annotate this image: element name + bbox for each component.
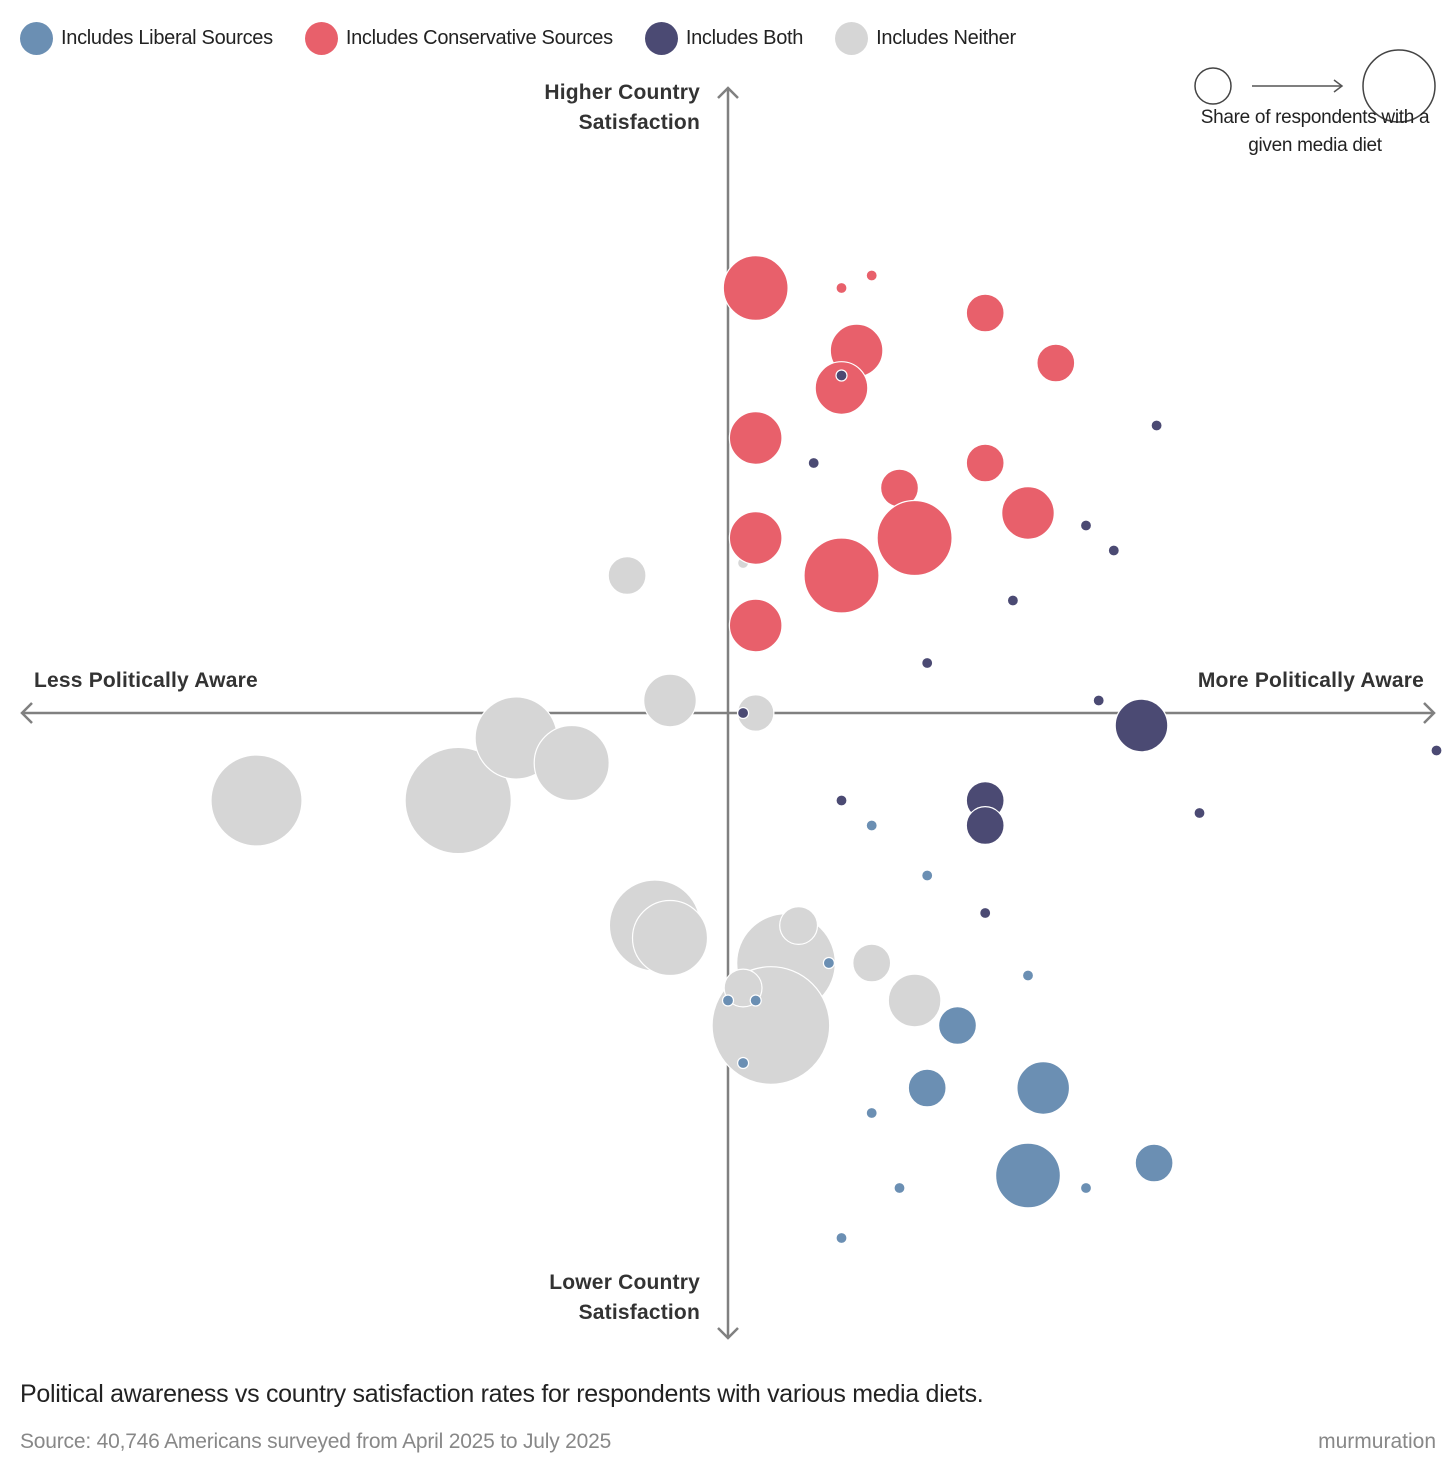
bubble-liberal-1[interactable] — [921, 869, 934, 882]
bubble-liberal-6[interactable] — [937, 1005, 977, 1045]
bubble-conservative-13[interactable] — [803, 537, 880, 614]
bubble-conservative-14[interactable] — [728, 598, 783, 653]
x-axis-left-arrow — [20, 702, 33, 724]
bubble-both-10[interactable] — [1430, 744, 1443, 757]
legend-swatch-both — [644, 21, 678, 55]
bubble-neither-0[interactable] — [210, 754, 303, 847]
y-axis-bottom-arrow — [717, 1327, 739, 1340]
legend-label-conservative: Includes Conservative Sources — [345, 26, 613, 49]
bubble-liberal-9[interactable] — [1016, 1061, 1071, 1115]
legend-swatch-conservative — [304, 21, 338, 55]
legend-item-both[interactable]: Includes Both — [644, 21, 804, 55]
brand-logo-text: murmuration — [1318, 1430, 1436, 1453]
bubble-liberal-14[interactable] — [1079, 1181, 1093, 1195]
bubble-liberal-5[interactable] — [749, 994, 762, 1007]
bubble-both-3[interactable] — [1079, 519, 1093, 532]
legend-item-neither[interactable]: Includes Neither — [835, 21, 1016, 55]
legend-swatch-neither — [835, 21, 869, 55]
bubble-conservative-3[interactable] — [965, 293, 1005, 333]
bubble-neither-4[interactable] — [643, 673, 697, 728]
bubble-neither-1[interactable] — [404, 746, 512, 855]
bubble-neither-12[interactable] — [852, 943, 892, 983]
chart-points — [210, 255, 1443, 1245]
bubble-liberal-13[interactable] — [893, 1181, 906, 1195]
bubble-conservative-2[interactable] — [865, 269, 878, 282]
bubble-liberal-0[interactable] — [865, 819, 878, 832]
legend-label-neither: Includes Neither — [876, 26, 1016, 49]
bubble-liberal-2[interactable] — [822, 956, 836, 970]
bubble-both-9[interactable] — [736, 706, 750, 720]
legend-label-liberal: Includes Liberal Sources — [61, 26, 273, 49]
bubble-conservative-7[interactable] — [728, 411, 783, 465]
bubble-neither-5[interactable] — [607, 555, 647, 595]
bubble-both-2[interactable] — [807, 456, 820, 470]
bubble-liberal-15[interactable] — [835, 1231, 848, 1245]
bubble-neither-13[interactable] — [887, 973, 942, 1028]
legend-label-both: Includes Both — [685, 26, 804, 49]
bubble-liberal-12[interactable] — [994, 1142, 1061, 1209]
bubble-neither-3[interactable] — [533, 724, 610, 802]
size-legend-large-circle — [1362, 49, 1436, 123]
bubble-both-5[interactable] — [1006, 594, 1020, 607]
y-axis-top-label: Higher Country Satisfaction — [544, 81, 700, 134]
bubble-conservative-12[interactable] — [876, 499, 953, 577]
legend-item-conservative[interactable]: Includes Conservative Sources — [304, 21, 613, 55]
legend-swatch-liberal — [20, 21, 53, 55]
bubble-both-0[interactable] — [835, 369, 848, 382]
bubble-both-15[interactable] — [979, 906, 992, 920]
bubble-conservative-8[interactable] — [965, 443, 1005, 483]
bubble-liberal-8[interactable] — [907, 1068, 947, 1108]
bubble-conservative-0[interactable] — [722, 255, 789, 322]
size-legend — [1194, 49, 1436, 123]
bubble-liberal-7[interactable] — [736, 1056, 750, 1070]
bubble-both-8[interactable] — [1114, 698, 1169, 753]
size-legend-small-circle — [1194, 67, 1232, 105]
bubble-conservative-5[interactable] — [1036, 343, 1076, 383]
size-legend-note: Share of respondents with a given media … — [1200, 107, 1430, 156]
bubble-both-13[interactable] — [965, 805, 1005, 845]
chart-source: Source: 40,746 Americans surveyed from A… — [20, 1430, 612, 1453]
bubble-liberal-10[interactable] — [865, 1106, 878, 1120]
x-axis-right-arrow — [1423, 702, 1436, 724]
bubble-neither-7[interactable] — [631, 899, 709, 977]
bubble-conservative-6[interactable] — [814, 361, 869, 415]
bubble-liberal-11[interactable] — [1134, 1143, 1174, 1183]
bubble-liberal-4[interactable] — [721, 994, 735, 1007]
bubble-both-4[interactable] — [1107, 544, 1120, 557]
bubble-neither-9[interactable] — [779, 905, 819, 945]
bubble-both-1[interactable] — [1150, 419, 1163, 432]
legend: Includes Liberal Sources Includes Conser… — [20, 20, 1048, 56]
x-axis-left-label: Less Politically Aware — [34, 669, 258, 692]
y-axis-top-arrow — [717, 86, 739, 99]
chart-caption: Political awareness vs country satisfact… — [20, 1380, 984, 1408]
bubble-liberal-3[interactable] — [1021, 969, 1035, 982]
bubble-both-6[interactable] — [921, 656, 934, 670]
y-axis-bottom-label: Lower Country Satisfaction — [549, 1271, 700, 1324]
bubble-both-14[interactable] — [1193, 806, 1206, 820]
bubble-conservative-11[interactable] — [728, 511, 783, 565]
bubble-conservative-10[interactable] — [1001, 486, 1055, 540]
bubble-both-7[interactable] — [1092, 694, 1105, 707]
legend-item-liberal[interactable]: Includes Liberal Sources — [20, 21, 273, 55]
bubble-both-11[interactable] — [835, 794, 848, 807]
chart-plot — [20, 86, 1443, 1340]
size-legend-arrow-head — [1333, 79, 1344, 93]
bubble-conservative-1[interactable] — [835, 281, 848, 295]
x-axis-right-label: More Politically Aware — [1197, 669, 1424, 692]
